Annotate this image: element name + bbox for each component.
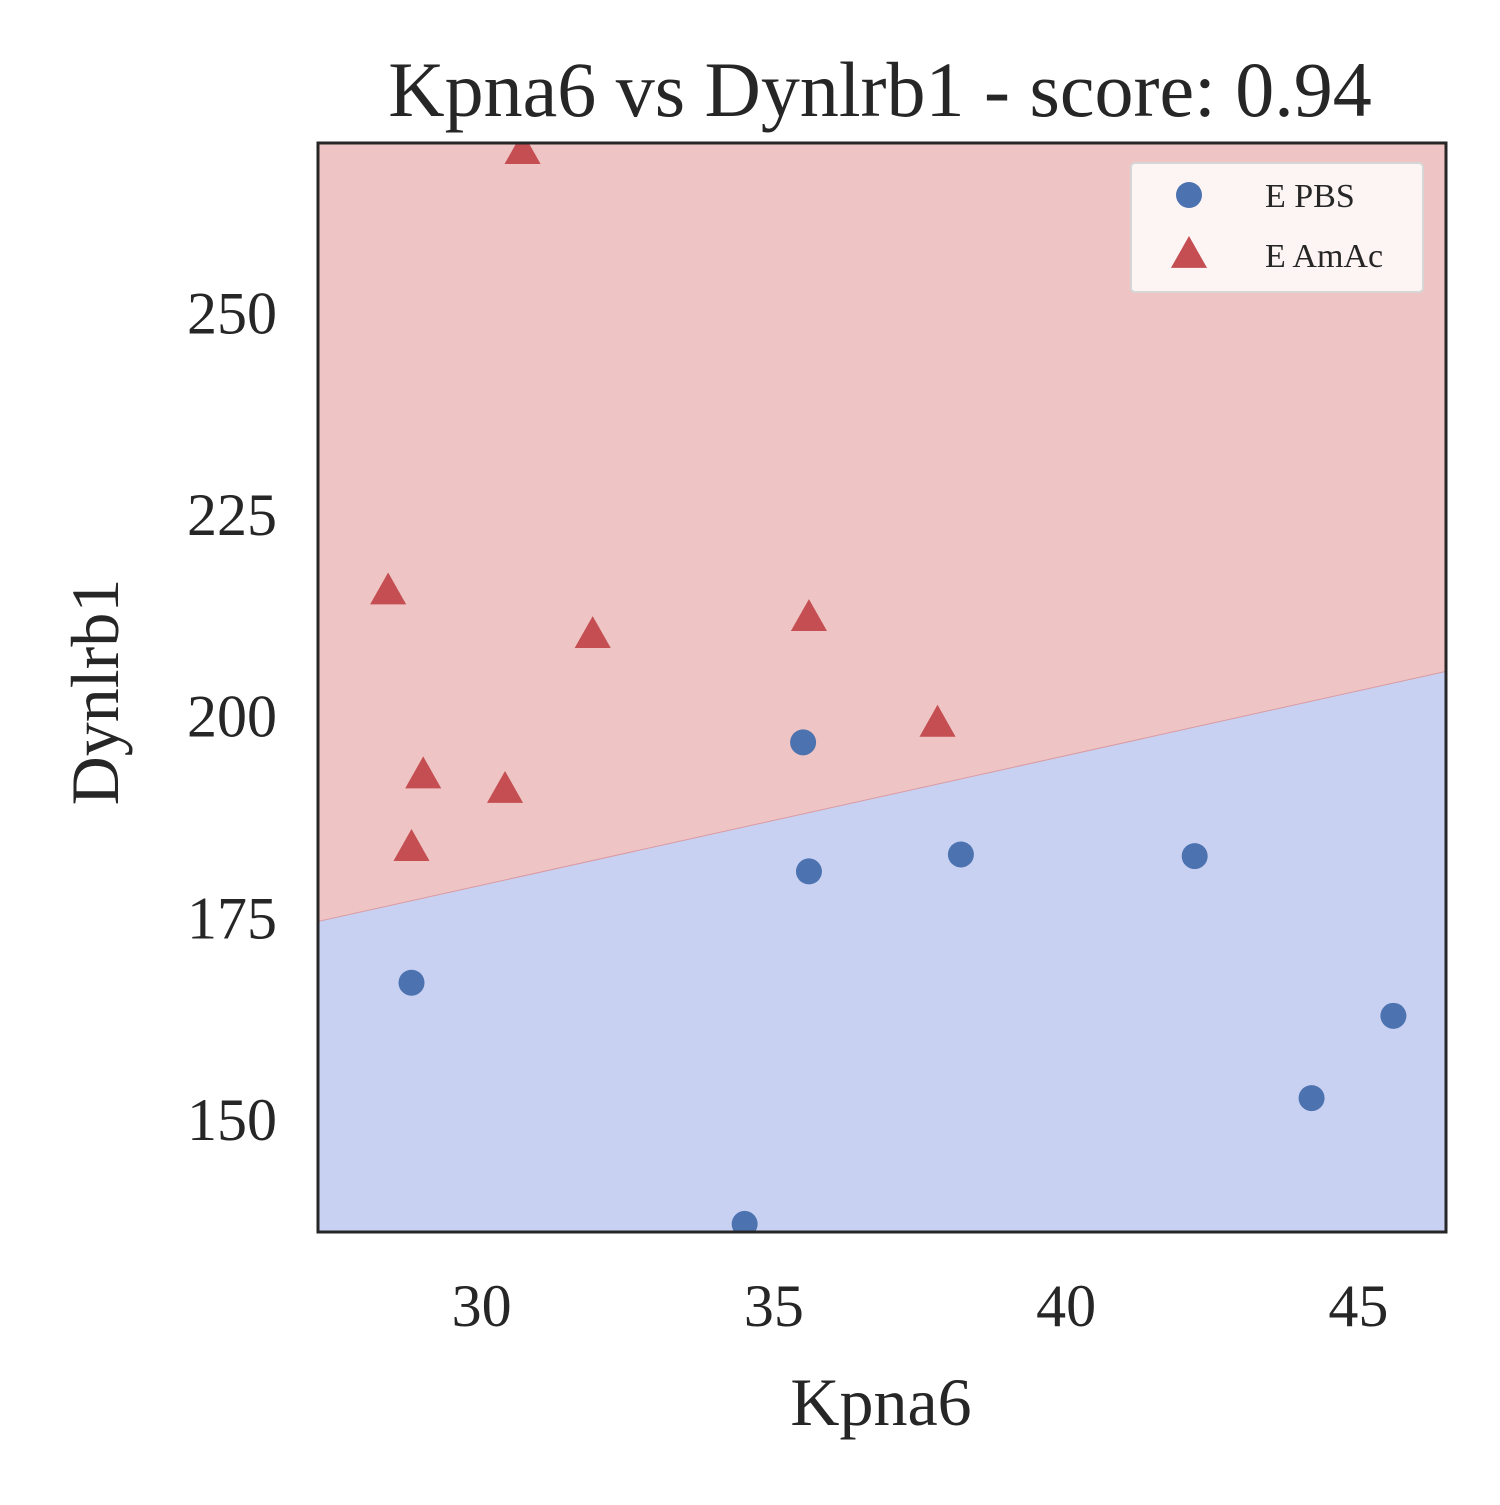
point-e-amac [393,829,430,861]
x-axis-ticks: 30 35 40 45 [452,1273,1389,1339]
point-e-pbs [398,969,425,996]
point-e-amac [370,572,407,605]
y-axis-ticks: 150 175 200 225 250 [187,280,277,1153]
point-e-amac [919,704,956,737]
y-tick-label: 200 [187,684,277,750]
legend-label: E PBS [1265,178,1355,215]
chart-title: Kpna6 vs Dynlrb1 - score: 0.94 [388,46,1372,133]
point-e-pbs [790,729,817,756]
point-e-amac [405,756,442,789]
point-e-amac [574,616,611,648]
y-tick-label: 175 [187,885,277,951]
x-tick-label: 35 [744,1273,804,1339]
point-e-pbs [795,858,822,885]
legend-marker-e-amac [1170,236,1208,268]
point-e-pbs [1298,1085,1325,1112]
region-e-pbs [318,671,1446,1232]
legend-label: E AmAc [1265,238,1383,275]
x-tick-label: 30 [452,1273,512,1339]
legend-marker-e-pbs [1176,182,1202,208]
point-e-pbs [1181,843,1208,870]
y-tick-label: 225 [187,482,277,548]
point-e-amac [504,143,541,164]
region-e-amac [318,143,1446,922]
point-e-pbs [1380,1002,1407,1029]
point-e-pbs [947,841,974,868]
point-e-amac [790,599,827,632]
x-tick-label: 45 [1328,1273,1388,1339]
x-axis-label: Kpna6 [790,1364,971,1440]
plot-area [316,141,1448,1234]
y-axis-label: Dynlrb1 [57,579,133,806]
decision-boundary-line [317,670,1447,922]
point-e-pbs [731,1210,758,1232]
legend: E PBS E AmAc [1130,162,1424,293]
x-tick-label: 40 [1036,1273,1096,1339]
y-tick-label: 250 [187,280,277,346]
legend-box [1130,162,1424,293]
point-e-amac [486,770,524,803]
plot-frame [316,141,1448,1234]
y-tick-label: 150 [187,1087,277,1153]
data-points [370,143,1407,1232]
